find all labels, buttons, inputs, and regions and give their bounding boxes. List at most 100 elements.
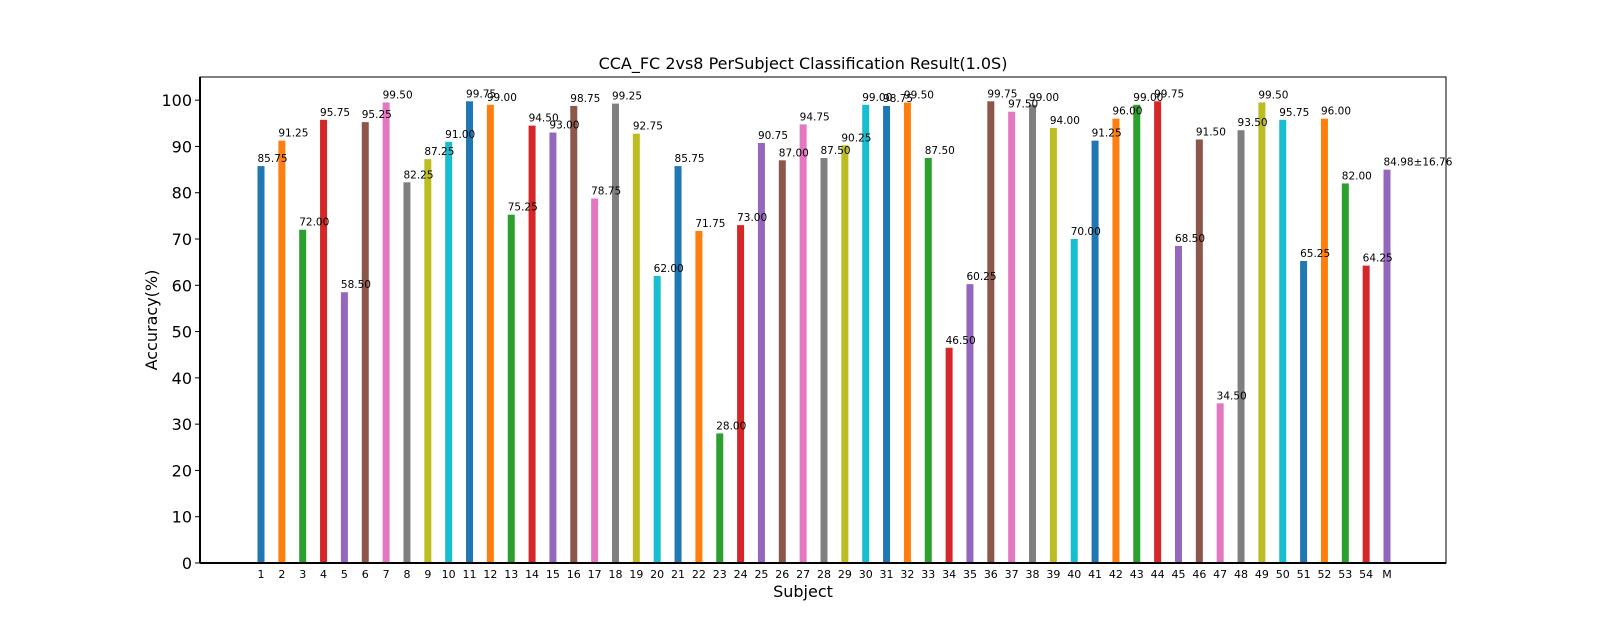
bar-value-label: 99.50 (383, 89, 413, 101)
bar (403, 182, 411, 564)
x-tick-label: 35 (963, 568, 977, 581)
bar (528, 125, 536, 563)
bar-value-label: 46.50 (946, 335, 976, 347)
y-tick-label: 70 (172, 230, 192, 249)
bar (1133, 104, 1141, 564)
x-tick-label: 20 (650, 568, 664, 581)
bars (257, 101, 1391, 564)
x-tick-label: 49 (1255, 568, 1269, 581)
bar-value-label: 99.50 (1258, 89, 1288, 101)
bar (1154, 101, 1162, 564)
y-ticks: 0 10 20 30 40 50 60 70 80 90 100 (161, 91, 200, 573)
bar-value-label: 91.25 (1092, 128, 1122, 140)
bar (424, 159, 432, 563)
x-tick-label: 51 (1297, 568, 1311, 581)
chart-title: CCA_FC 2vs8 PerSubject Classification Re… (599, 54, 1008, 74)
x-tick-label: 46 (1192, 568, 1206, 581)
bar-value-label: 98.75 (883, 93, 913, 105)
x-tick-label: 23 (713, 568, 727, 581)
y-tick-label: 50 (172, 323, 192, 342)
bar-value-label: 99.00 (1133, 92, 1163, 104)
bar-value-label: 99.75 (1154, 88, 1184, 100)
x-tick-label: 19 (629, 568, 643, 581)
x-tick-label: 17 (588, 568, 602, 581)
bar (1279, 119, 1287, 564)
x-tick-label: 41 (1088, 568, 1102, 581)
bar (799, 124, 807, 563)
x-tick-label: 39 (1046, 568, 1060, 581)
x-tick-label: 47 (1213, 568, 1227, 581)
x-tick-label: 22 (692, 568, 706, 581)
bar-value-label: 93.00 (549, 120, 579, 132)
x-tick-label: 4 (320, 568, 327, 581)
x-tick-label: 6 (362, 568, 369, 581)
x-tick-label: 15 (546, 568, 560, 581)
bar-value-label: 87.50 (821, 145, 851, 157)
bar-value-label: 68.50 (1175, 233, 1205, 245)
x-tick-label: 43 (1130, 568, 1144, 581)
bar (445, 141, 453, 564)
bar-value-label: 84.98±16.76 (1384, 157, 1453, 169)
bar (1049, 127, 1057, 564)
bar-value-label: 96.00 (1321, 106, 1351, 118)
bar (1341, 183, 1349, 563)
bar-value-label: 28.00 (716, 420, 746, 432)
bar-value-label: 64.25 (1363, 253, 1393, 265)
x-tick-label: 31 (880, 568, 894, 581)
bar (1195, 139, 1203, 563)
bar-value-label: 82.25 (403, 169, 433, 181)
x-tick-label: 42 (1109, 568, 1123, 581)
bar-value-label: 99.00 (862, 92, 892, 104)
bar (695, 230, 703, 563)
bar (466, 101, 474, 564)
y-tick-label: 30 (172, 415, 192, 434)
bar (278, 140, 286, 563)
bar (862, 104, 870, 564)
bar (737, 225, 745, 563)
y-tick-label: 80 (172, 184, 192, 203)
y-tick-label: 10 (172, 508, 192, 527)
bar (507, 214, 515, 563)
x-tick-label: 53 (1338, 568, 1352, 581)
bar-value-label: 73.00 (737, 212, 767, 224)
bar (257, 166, 265, 563)
bar (1008, 111, 1016, 563)
bar (841, 145, 849, 563)
bar-value-label: 95.75 (1279, 107, 1309, 119)
bar-value-label: 90.75 (758, 130, 788, 142)
bar-value-label: 87.25 (424, 146, 454, 158)
y-tick-label: 100 (161, 91, 192, 110)
bar (945, 347, 953, 563)
y-tick-label: 40 (172, 369, 192, 388)
bar-value-label: 94.00 (1050, 115, 1080, 127)
x-tick-label: 33 (921, 568, 935, 581)
x-tick-label: 25 (754, 568, 768, 581)
bar-value-label: 99.75 (466, 88, 496, 100)
bar (382, 102, 390, 563)
x-tick-label: 45 (1171, 568, 1185, 581)
bar (1070, 239, 1078, 563)
bar (632, 133, 640, 563)
bar-value-label: 60.25 (966, 271, 996, 283)
bar (1258, 102, 1266, 563)
bar (1320, 118, 1328, 564)
bar (674, 166, 682, 563)
bar-value-label: 82.00 (1342, 170, 1372, 182)
x-tick-label: 48 (1234, 568, 1248, 581)
bar (1216, 403, 1224, 563)
x-tick-label: 2 (278, 568, 285, 581)
x-tick-label: 16 (567, 568, 581, 581)
bar (549, 132, 557, 564)
x-axis-label: Subject (773, 582, 833, 601)
bar-value-label: 96.00 (1112, 106, 1142, 118)
bar-value-label: 99.00 (1029, 92, 1059, 104)
bar-value-label: 99.25 (612, 91, 642, 103)
bar (966, 284, 974, 563)
x-tick-label: 29 (838, 568, 852, 581)
bar-value-label: 94.50 (529, 113, 559, 125)
bar (486, 104, 494, 564)
bar (320, 119, 328, 564)
bar-value-label: 93.50 (1238, 117, 1268, 129)
